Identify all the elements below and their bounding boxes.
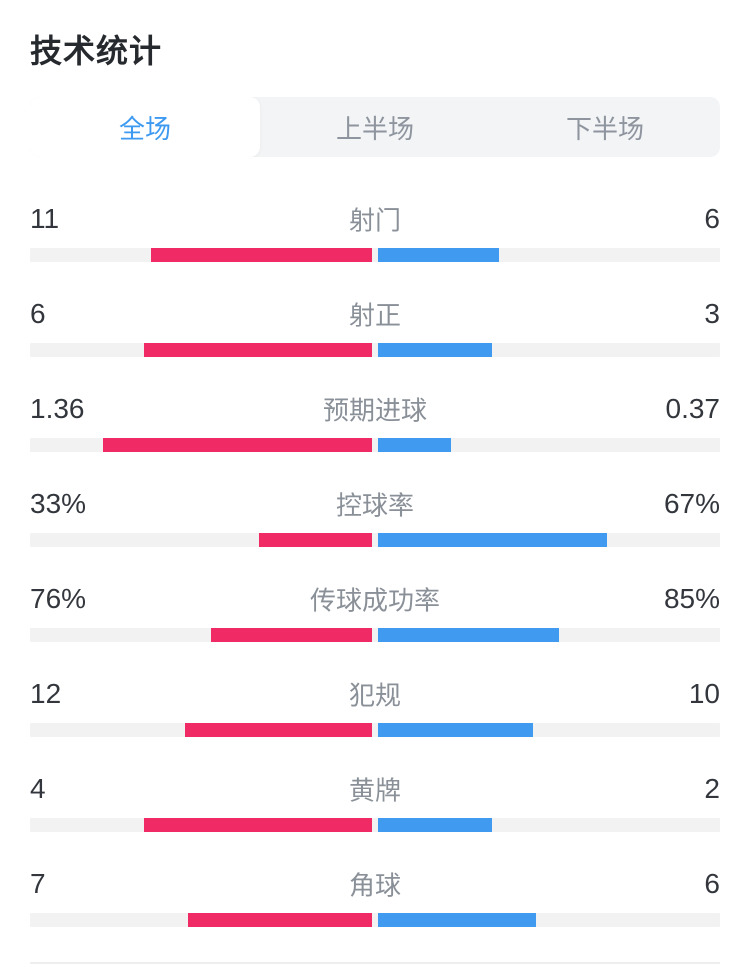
home-value: 12 bbox=[30, 678, 62, 709]
stat-row: 12 犯规 10 bbox=[30, 668, 720, 763]
home-value: 76% bbox=[30, 583, 87, 614]
away-bar-fill bbox=[378, 438, 452, 452]
stat-head: 76% 传球成功率 85% bbox=[30, 573, 720, 625]
stat-bar-track bbox=[30, 913, 720, 927]
stat-bar-track bbox=[30, 533, 720, 547]
away-value: 67% bbox=[663, 488, 720, 519]
stat-head: 1.36 预期进球 0.37 bbox=[30, 383, 720, 435]
away-value: 0.37 bbox=[665, 393, 721, 424]
away-value: 2 bbox=[704, 773, 720, 804]
stat-head: 6 射正 3 bbox=[30, 288, 720, 340]
away-bar-fill bbox=[378, 343, 492, 357]
away-bar-fill bbox=[378, 913, 536, 927]
stat-bar-track bbox=[30, 438, 720, 452]
tab-first-half[interactable]: 上半场 bbox=[335, 113, 414, 144]
away-value: 85% bbox=[663, 583, 720, 614]
stat-bar-track bbox=[30, 248, 720, 262]
tab-full-match[interactable]: 全场 bbox=[30, 97, 260, 157]
home-value: 1.36 bbox=[30, 393, 85, 424]
home-value: 7 bbox=[30, 868, 46, 899]
home-bar-fill bbox=[150, 248, 372, 262]
stat-row: 11 射门 6 bbox=[30, 193, 720, 288]
away-value: 3 bbox=[704, 298, 720, 329]
stats-list: 11 射门 6 6 射正 3 1.36 预期进球 0.37 33% 控球率 67% 76% 传球成功率 85… bbox=[30, 193, 720, 953]
stat-label: 黄牌 bbox=[348, 775, 402, 806]
home-value: 6 bbox=[30, 298, 46, 329]
stat-label: 射正 bbox=[348, 300, 402, 331]
stat-row: 33% 控球率 67% bbox=[30, 478, 720, 573]
stat-row: 1.36 预期进球 0.37 bbox=[30, 383, 720, 478]
home-bar-fill bbox=[259, 533, 372, 547]
stat-row: 76% 传球成功率 85% bbox=[30, 573, 720, 668]
stat-row: 7 角球 6 bbox=[30, 858, 720, 953]
stat-bar-track bbox=[30, 343, 720, 357]
away-bar-fill bbox=[378, 723, 534, 737]
stat-bar-track bbox=[30, 628, 720, 642]
stat-row: 6 射正 3 bbox=[30, 288, 720, 383]
away-value: 10 bbox=[688, 678, 720, 709]
stat-label: 犯规 bbox=[348, 680, 402, 711]
stat-head: 11 射门 6 bbox=[30, 193, 720, 245]
away-bar-fill bbox=[378, 533, 608, 547]
away-value: 6 bbox=[704, 203, 720, 234]
home-value: 4 bbox=[30, 773, 46, 804]
home-value: 11 bbox=[30, 203, 60, 234]
home-bar-fill bbox=[210, 628, 372, 642]
stat-label: 射门 bbox=[348, 205, 402, 236]
stat-head: 12 犯规 10 bbox=[30, 668, 720, 720]
stat-head: 7 角球 6 bbox=[30, 858, 720, 910]
away-bar-fill bbox=[378, 818, 492, 832]
stat-label: 预期进球 bbox=[322, 395, 428, 426]
home-bar-fill bbox=[187, 913, 372, 927]
stat-label: 角球 bbox=[348, 870, 402, 901]
home-bar-fill bbox=[144, 818, 372, 832]
stat-label: 控球率 bbox=[335, 490, 415, 521]
home-bar-fill bbox=[144, 343, 372, 357]
stat-head: 4 黄牌 2 bbox=[30, 763, 720, 815]
home-value: 33% bbox=[30, 488, 87, 519]
period-tab-bar: 全场 上半场 下半场 bbox=[30, 97, 720, 157]
stat-head: 33% 控球率 67% bbox=[30, 478, 720, 530]
home-bar-fill bbox=[185, 723, 372, 737]
away-value: 6 bbox=[704, 868, 720, 899]
away-bar-fill bbox=[378, 248, 499, 262]
stat-bar-track bbox=[30, 723, 720, 737]
stat-row: 4 黄牌 2 bbox=[30, 763, 720, 858]
stat-label: 传球成功率 bbox=[309, 585, 441, 616]
away-bar-fill bbox=[378, 628, 559, 642]
page-title: 技术统计 bbox=[30, 33, 163, 69]
home-bar-fill bbox=[103, 438, 372, 452]
bottom-divider bbox=[30, 962, 720, 964]
stat-bar-track bbox=[30, 818, 720, 832]
tab-second-half[interactable]: 下半场 bbox=[565, 113, 644, 144]
